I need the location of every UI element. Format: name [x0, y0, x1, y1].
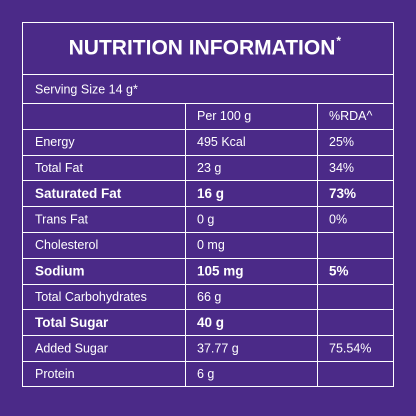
- per-100g-value: 40 g: [197, 315, 224, 330]
- rda-value: 25%: [329, 135, 354, 149]
- column-header: %RDA^: [329, 109, 373, 123]
- per-100g-value: 66 g: [197, 290, 221, 304]
- rda-value: 75.54%: [329, 341, 371, 355]
- rda-value: 73%: [329, 186, 356, 201]
- serving-size: Serving Size 14 g*: [35, 82, 138, 96]
- per-100g-value: 495 Kcal: [197, 135, 246, 149]
- rda-value: 34%: [329, 161, 354, 175]
- rda-value: 5%: [329, 263, 349, 278]
- nutrient-name: Total Carbohydrates: [35, 290, 147, 304]
- title-mark: *: [336, 34, 341, 48]
- per-100g-value: 37.77 g: [197, 341, 239, 355]
- nutrient-name: Total Fat: [35, 161, 83, 175]
- nutrient-name: Protein: [35, 367, 75, 381]
- rda-value: 0%: [329, 212, 347, 226]
- nutrient-name: Saturated Fat: [35, 186, 122, 201]
- title: NUTRITION INFORMATION: [69, 37, 336, 60]
- nutrient-name: Total Sugar: [35, 315, 109, 330]
- column-header: Per 100 g: [197, 109, 251, 123]
- per-100g-value: 0 mg: [197, 238, 225, 252]
- per-100g-value: 0 g: [197, 212, 214, 226]
- per-100g-value: 16 g: [197, 186, 224, 201]
- nutrient-name: Trans Fat: [35, 212, 89, 226]
- nutrient-name: Added Sugar: [35, 341, 108, 355]
- nutrient-name: Cholesterol: [35, 238, 98, 252]
- outer-frame: [22, 22, 394, 387]
- nutrient-name: Energy: [35, 135, 75, 149]
- per-100g-value: 105 mg: [197, 263, 244, 278]
- nutrient-name: Sodium: [35, 263, 85, 278]
- per-100g-value: 23 g: [197, 161, 221, 175]
- per-100g-value: 6 g: [197, 367, 214, 381]
